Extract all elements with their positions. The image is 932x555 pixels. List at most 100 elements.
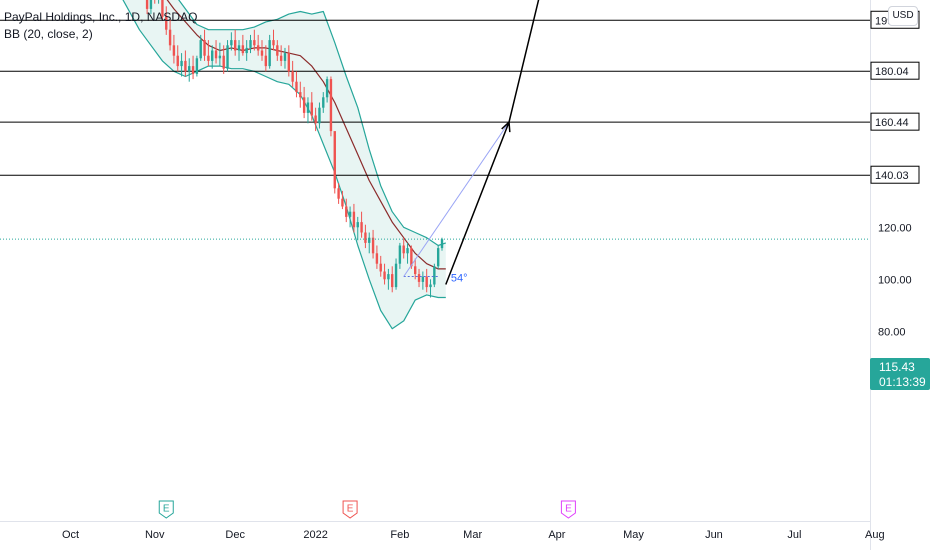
candle-body <box>348 211 352 217</box>
candle-body <box>398 245 402 264</box>
level-label-box <box>870 61 920 80</box>
candle-body <box>287 53 291 72</box>
candle-body <box>383 271 386 280</box>
x-tick-label: Oct <box>62 529 79 541</box>
indicator-title[interactable]: BB (20, close, 2) <box>4 27 93 41</box>
earnings-marker-glyph: E <box>565 504 572 515</box>
earnings-marker <box>560 500 576 519</box>
candle-body <box>406 248 409 254</box>
candle-body <box>360 222 363 233</box>
candle-body <box>180 60 183 67</box>
candle-body <box>322 97 325 108</box>
candle-body <box>195 58 199 74</box>
candle-body <box>410 248 413 267</box>
x-tick-label: May <box>623 529 644 541</box>
symbol-title[interactable]: PayPal Holdings, Inc., 1D, NASDAQ <box>4 10 198 24</box>
projection-arrowhead-mid <box>501 120 511 133</box>
candle-body <box>299 92 302 98</box>
candle-body <box>226 45 229 69</box>
candle-body <box>230 40 233 46</box>
candle-body <box>203 40 206 56</box>
candle-body <box>222 55 225 69</box>
candle-body <box>433 266 436 285</box>
candle-body <box>211 50 214 61</box>
candle-body <box>440 239 444 249</box>
candle-body <box>276 45 279 56</box>
candle-body <box>391 274 394 288</box>
candle-body <box>233 40 237 51</box>
candle-body <box>341 198 344 207</box>
candle-body <box>199 40 202 59</box>
candle-body <box>436 248 440 267</box>
candle-body <box>302 97 306 113</box>
candle-body <box>145 0 149 9</box>
candle-body <box>218 55 222 59</box>
candle-body <box>325 79 329 98</box>
bollinger-lower-line <box>122 0 446 330</box>
candle-body <box>314 115 317 124</box>
currency-button[interactable]: USD <box>888 6 918 26</box>
candle-body <box>295 81 298 93</box>
candle-body <box>191 66 195 74</box>
candle-body <box>345 206 348 217</box>
candle-body <box>329 79 333 132</box>
x-tick-label: Aug <box>865 529 885 541</box>
candle-body <box>429 284 432 288</box>
candle-body <box>268 40 271 67</box>
candle-body <box>272 40 275 46</box>
candle-body <box>306 102 310 113</box>
candle-body <box>264 55 268 67</box>
candle-body <box>260 50 264 56</box>
candle-body <box>368 237 371 243</box>
candle-body <box>417 274 421 282</box>
last-price-tag: 115.43 01:13:39 <box>870 358 930 390</box>
candle-body <box>337 188 340 199</box>
bar-countdown: 01:13:39 <box>879 375 926 389</box>
x-tick-label: Feb <box>390 529 409 541</box>
earnings-marker-glyph: E <box>163 504 170 515</box>
x-tick-label: Dec <box>225 529 245 541</box>
candle-body <box>168 29 172 46</box>
candle-body <box>333 131 336 189</box>
chart-legend: PayPal Holdings, Inc., 1D, NASDAQ BB (20… <box>4 9 197 43</box>
y-tick-label: 80.00 <box>878 326 906 338</box>
candle-body <box>253 40 256 46</box>
trend-angle-line <box>403 121 510 277</box>
candle-body <box>356 222 359 228</box>
candle-body <box>176 55 179 67</box>
candle-body <box>371 237 375 254</box>
candle-body <box>310 102 313 116</box>
level-label-box <box>870 165 920 184</box>
candle-body <box>214 50 218 59</box>
bollinger-basis-line <box>166 0 446 270</box>
candle-body <box>414 266 417 275</box>
candle-body <box>207 55 210 61</box>
earnings-marker <box>158 500 174 519</box>
candle-body <box>256 45 260 51</box>
candle-body <box>161 0 164 17</box>
candle-body <box>375 253 379 264</box>
last-price-value: 115.43 <box>879 360 915 374</box>
x-tick-label: Mar <box>463 529 482 541</box>
projection-path <box>445 0 540 285</box>
plot-layer: 54° E E E <box>0 0 870 519</box>
candle-body <box>394 263 398 288</box>
x-tick-label: Apr <box>548 529 565 541</box>
candle-body <box>379 263 382 272</box>
angle-label: 54° <box>451 273 468 285</box>
candle-body <box>184 60 187 72</box>
candle-body <box>318 107 321 124</box>
candle-body <box>387 274 390 280</box>
candle-body <box>291 71 294 82</box>
candle-body <box>364 232 367 243</box>
candle-body <box>237 45 241 51</box>
candle-body <box>425 276 428 288</box>
x-tick-label: 2022 <box>303 529 327 541</box>
x-tick-label: Jul <box>787 529 801 541</box>
candle-body <box>249 40 252 48</box>
y-tick-label: 100.00 <box>878 274 912 286</box>
candle-body <box>402 245 405 254</box>
candle-body <box>279 55 283 61</box>
